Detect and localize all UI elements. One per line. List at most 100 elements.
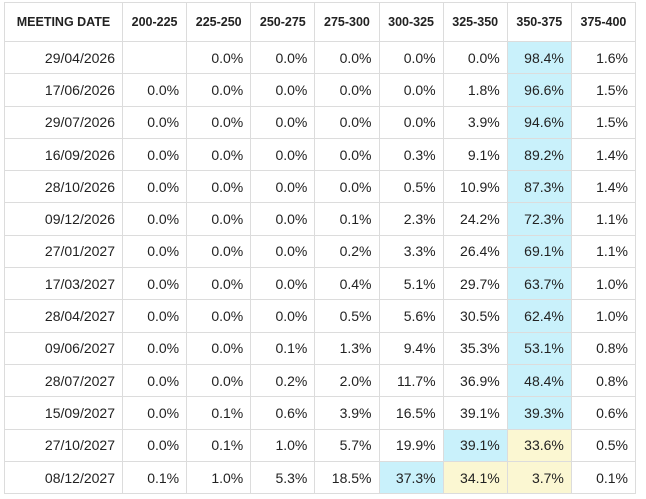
probability-table: MEETING DATE 200-225 225-250 250-275 275-300… — [4, 2, 637, 495]
data-row: 16/09/2026 0.0% 0.0% 0.0% 0.0% 0.3% 9.1% 89.2% 1… — [4, 137, 637, 172]
probability-cell: 0.0% — [250, 202, 316, 236]
probability-cell: 53.1% — [506, 331, 572, 365]
column-header: 275-300 — [314, 2, 380, 42]
probability-cell: 18.5% — [314, 460, 380, 495]
probability-cell: 0.0% — [121, 267, 188, 301]
column-header: 350-375 — [506, 2, 572, 42]
probability-cell: 69.1% — [506, 234, 572, 269]
probability-cell: 37.3% — [378, 460, 444, 495]
probability-cell: 87.3% — [506, 170, 572, 204]
probability-cell: 0.0% — [186, 299, 252, 333]
probability-cell: 0.1% — [186, 396, 252, 430]
probability-cell: 0.0% — [186, 137, 252, 172]
probability-cell: 0.5% — [314, 299, 380, 333]
probability-cell: 0.0% — [121, 73, 188, 107]
data-row: 15/09/2027 0.0% 0.1% 0.6% 3.9% 16.5% 39.1% 39.3… — [4, 396, 637, 430]
probability-cell: 0.0% — [314, 73, 380, 107]
probability-cell: 5.1% — [378, 267, 444, 301]
probability-cell: 0.0% — [186, 267, 252, 301]
column-header: MEETING DATE — [4, 2, 123, 42]
probability-cell: 0.0% — [314, 40, 380, 75]
probability-cell: 0.6% — [250, 396, 316, 430]
probability-cell: 1.1% — [570, 234, 637, 269]
probability-cell: 0.3% — [378, 137, 444, 172]
data-row: 09/12/2026 0.0% 0.0% 0.0% 0.1% 2.3% 24.2% 72.3%… — [4, 202, 637, 236]
probability-cell: 0.0% — [186, 73, 252, 107]
probability-cell: 0.0% — [250, 234, 316, 269]
probability-cell: 3.9% — [442, 105, 508, 139]
meeting-date: 27/01/2027 — [4, 234, 123, 269]
probability-cell: 0.1% — [314, 202, 380, 236]
probability-cell: 3.7% — [506, 460, 572, 495]
probability-cell: 0.0% — [250, 73, 316, 107]
meeting-date: 15/09/2027 — [4, 396, 123, 430]
probability-cell: 0.0% — [121, 137, 188, 172]
column-header: 250-275 — [250, 2, 316, 42]
probability-cell: 0.0% — [250, 267, 316, 301]
probability-cell: 16.5% — [378, 396, 444, 430]
column-header: 200-225 — [121, 2, 188, 42]
probability-cell: 0.0% — [121, 363, 188, 398]
probability-cell: 5.7% — [314, 428, 380, 462]
probability-cell: 0.0% — [186, 331, 252, 365]
header-row: MEETING DATE 200-225 225-250 250-275 275-300… — [4, 2, 637, 42]
probability-cell: 0.8% — [570, 331, 637, 365]
data-row: 17/03/2027 0.0% 0.0% 0.0% 0.4% 5.1% 29.7% 63.7%… — [4, 267, 637, 301]
probability-cell: 29.7% — [442, 267, 508, 301]
probability-cell: 0.4% — [314, 267, 380, 301]
probability-cell: 36.9% — [442, 363, 508, 398]
probability-cell: 0.0% — [314, 137, 380, 172]
probability-cell: 0.0% — [121, 331, 188, 365]
probability-cell: 0.0% — [121, 105, 188, 139]
probability-cell: 0.8% — [570, 363, 637, 398]
probability-cell: 0.0% — [121, 299, 188, 333]
probability-cell: 34.1% — [442, 460, 508, 495]
probability-cell: 9.1% — [442, 137, 508, 172]
probability-cell: 26.4% — [442, 234, 508, 269]
probability-cell: 3.3% — [378, 234, 444, 269]
probability-cell — [121, 40, 188, 75]
probability-cell: 0.0% — [186, 105, 252, 139]
probability-cell: 39.3% — [506, 396, 572, 430]
data-row: 28/04/2027 0.0% 0.0% 0.0% 0.5% 5.6% 30.5% 62.4%… — [4, 299, 637, 333]
probability-cell: 89.2% — [506, 137, 572, 172]
probability-cell: 0.0% — [186, 40, 252, 75]
meeting-date: 29/04/2026 — [4, 40, 123, 75]
data-row: 08/12/2027 0.1% 1.0% 5.3% 18.5% 37.3% 34.1% 3.7… — [4, 460, 637, 495]
data-row: 28/10/2026 0.0% 0.0% 0.0% 0.0% 0.5% 10.9% 87.3%… — [4, 170, 637, 204]
probability-cell: 0.5% — [378, 170, 444, 204]
column-header: 325-350 — [442, 2, 508, 42]
probability-cell: 35.3% — [442, 331, 508, 365]
probability-cell: 0.0% — [314, 105, 380, 139]
probability-cell: 0.1% — [121, 460, 188, 495]
column-header: 225-250 — [186, 2, 252, 42]
probability-cell: 1.5% — [570, 73, 637, 107]
probability-cell: 1.8% — [442, 73, 508, 107]
probability-cell: 11.7% — [378, 363, 444, 398]
meeting-date: 16/09/2026 — [4, 137, 123, 172]
probability-cell: 0.1% — [570, 460, 637, 495]
probability-cell: 62.4% — [506, 299, 572, 333]
probability-cell: 48.4% — [506, 363, 572, 398]
data-row: 09/06/2027 0.0% 0.0% 0.1% 1.3% 9.4% 35.3% 53.1%… — [4, 331, 637, 365]
data-row: 29/04/2026 0.0% 0.0% 0.0% 0.0% 0.0% 98.4% 1.6% — [4, 40, 637, 75]
meeting-date: 08/12/2027 — [4, 460, 123, 495]
meeting-date: 28/07/2027 — [4, 363, 123, 398]
probability-cell: 94.6% — [506, 105, 572, 139]
probability-cell: 5.6% — [378, 299, 444, 333]
probability-cell: 0.1% — [250, 331, 316, 365]
probability-cell: 0.0% — [186, 363, 252, 398]
probability-cell: 2.0% — [314, 363, 380, 398]
probability-cell: 0.0% — [121, 428, 188, 462]
probability-cell: 96.6% — [506, 73, 572, 107]
probability-cell: 0.0% — [250, 170, 316, 204]
probability-cell: 33.6% — [506, 428, 572, 462]
probability-cell: 1.5% — [570, 105, 637, 139]
probability-cell: 39.1% — [442, 428, 508, 462]
probability-cell: 0.0% — [186, 202, 252, 236]
probability-cell: 24.2% — [442, 202, 508, 236]
probability-cell: 0.6% — [570, 396, 637, 430]
probability-cell: 0.0% — [186, 170, 252, 204]
data-row: 27/01/2027 0.0% 0.0% 0.0% 0.2% 3.3% 26.4% 69.1%… — [4, 234, 637, 269]
